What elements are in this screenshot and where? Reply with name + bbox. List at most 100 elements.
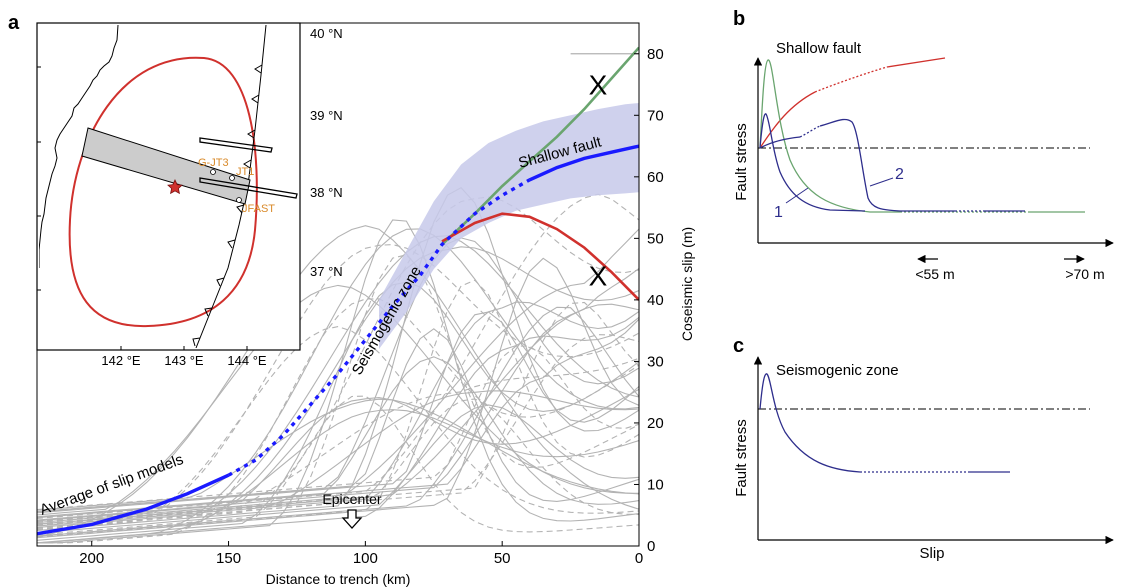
- main-series: [37, 46, 639, 536]
- inset-map: G-JT3 JT1 JFAST 142 °E 143 °E 144 °E 40 …: [36, 22, 343, 368]
- panel-c-chart: Seismogenic zone Fault stress Slip: [733, 356, 1114, 562]
- ship-track-2: [199, 177, 298, 199]
- y-axis-ticks: 0 10 20 30 40 50 60 70 80: [634, 46, 664, 555]
- slip-model-curve: [37, 281, 639, 541]
- x-axis-ticks: 200 150 100 50 0: [79, 541, 643, 567]
- inset-lat-39: 39 °N: [310, 108, 343, 123]
- inset-lat-38: 38 °N: [310, 185, 343, 200]
- panel-b-red-curve-dotted: [814, 66, 888, 93]
- uncertainty-band: [379, 103, 639, 350]
- y-tick-label: 20: [647, 415, 664, 432]
- x-marker: X: [589, 260, 608, 291]
- inset-lat-37: 37 °N: [310, 264, 343, 279]
- y-tick-label: 40: [647, 292, 664, 309]
- panel-b-marker-70: >70 m: [1065, 266, 1104, 282]
- slip-model-curve: [37, 303, 639, 525]
- survey-box: [81, 127, 251, 205]
- x-tick-label: 100: [353, 550, 378, 567]
- green-series-line: [441, 46, 639, 246]
- x-marker: X: [589, 70, 608, 101]
- epicenter-arrow: [341, 509, 363, 529]
- x-tick-label: 50: [494, 550, 511, 567]
- panel-b-curve-2-dotted: [799, 125, 821, 138]
- panel-c-curve: [759, 373, 861, 473]
- slip-model-curve: [37, 187, 639, 532]
- slip-model-curve: [37, 219, 639, 544]
- y-tick-label: 10: [647, 476, 664, 493]
- panel-b-curve-label-2: 2: [895, 166, 904, 183]
- trench-teeth: [192, 64, 263, 347]
- panel-b-curve-1: [759, 113, 866, 212]
- slip-model-curve: [37, 235, 639, 529]
- y-tick-label: 30: [647, 353, 664, 370]
- panel-a-chart: X X 200 150 100 50 0 0 10 20 30 40 50 60 70 80 Distan…: [36, 22, 695, 587]
- slip-model-curve: [37, 356, 639, 518]
- slip-model-curve: [37, 225, 639, 537]
- station-jfast: [236, 197, 242, 203]
- slip-model-curve: [37, 279, 639, 538]
- slip-model-curve: [37, 257, 639, 539]
- x-tick-label: 150: [216, 550, 241, 567]
- slip-model-curve: [37, 357, 639, 527]
- y-tick-label: 80: [647, 46, 664, 63]
- annotation-seismogenic: Seismogenic zone: [349, 263, 425, 378]
- inset-lon-143: 143 °E: [164, 353, 204, 368]
- slip-model-curve: [37, 345, 639, 511]
- slip-model-curve: [37, 196, 639, 530]
- station-label-jfast: JFAST: [242, 203, 275, 215]
- annotation-epicenter: Epicenter: [322, 491, 381, 507]
- panel-b-red-curve: [759, 91, 816, 149]
- panel-c-ylabel: Fault stress: [733, 419, 750, 497]
- y-tick-label: 70: [647, 107, 664, 124]
- coastline: [39, 25, 119, 268]
- panel-b-curve-label-1: 1: [774, 204, 783, 221]
- panel-b-label-1-leader: [785, 187, 809, 204]
- x-tick-label: 0: [635, 550, 643, 567]
- panel-c-xlabel: Slip: [919, 545, 944, 562]
- panel-b-curve-2: [819, 118, 955, 212]
- epicenter-star: [167, 179, 183, 195]
- y-tick-label: 60: [647, 169, 664, 186]
- station-label-g-jt3: G-JT3: [198, 157, 229, 169]
- average-series-end: [528, 144, 639, 182]
- panel-b-chart: Shallow fault Fault stress 1 2 <55 m >70…: [733, 40, 1114, 282]
- slip-model-curve: [37, 316, 639, 544]
- y-tick-label: 50: [647, 230, 664, 247]
- panel-b-curve-2-solid: [759, 136, 801, 149]
- inset-lat-40: 40 °N: [310, 26, 343, 41]
- slip-model-curve: [37, 244, 639, 523]
- slip-model-curve: [37, 318, 639, 519]
- station-label-jt1: JT1: [236, 166, 254, 178]
- y-axis-label: Coseismic slip (m): [679, 227, 695, 341]
- panel-label-b: b: [733, 8, 745, 30]
- rupture-outline: [68, 56, 258, 328]
- x-axis-label: Distance to trench (km): [266, 571, 411, 587]
- panel-b-label-2-leader: [869, 177, 894, 187]
- panel-b-title: Shallow fault: [776, 40, 862, 57]
- inset-lon-142: 142 °E: [101, 353, 141, 368]
- y-tick-label: 0: [647, 538, 655, 555]
- slip-model-curve: [37, 404, 639, 534]
- panel-b-marker-55: <55 m: [915, 266, 954, 282]
- station-jt1: [229, 175, 235, 181]
- slip-model-curve: [37, 284, 639, 516]
- inset-lon-144: 144 °E: [227, 353, 267, 368]
- x-tick-label: 200: [79, 550, 104, 567]
- slip-model-curve: [37, 246, 639, 537]
- panel-label-c: c: [733, 335, 744, 357]
- average-series-solid: [37, 473, 230, 536]
- panel-b-red-curve-end: [886, 57, 946, 68]
- inset-lon-ticks: [37, 66, 248, 350]
- slip-model-curve: [37, 395, 639, 536]
- station-g-jt3: [210, 169, 216, 175]
- panel-b-ylabel: Fault stress: [733, 123, 750, 201]
- slip-model-curve: [37, 228, 639, 524]
- panel-label-a: a: [8, 12, 20, 34]
- panel-b-green-curve: [759, 59, 900, 213]
- slip-model-curve: [37, 301, 639, 525]
- ship-track-1: [199, 137, 273, 153]
- panel-c-title: Seismogenic zone: [776, 362, 899, 379]
- slip-model-curve: [37, 298, 639, 544]
- slip-model-curve: [37, 311, 639, 514]
